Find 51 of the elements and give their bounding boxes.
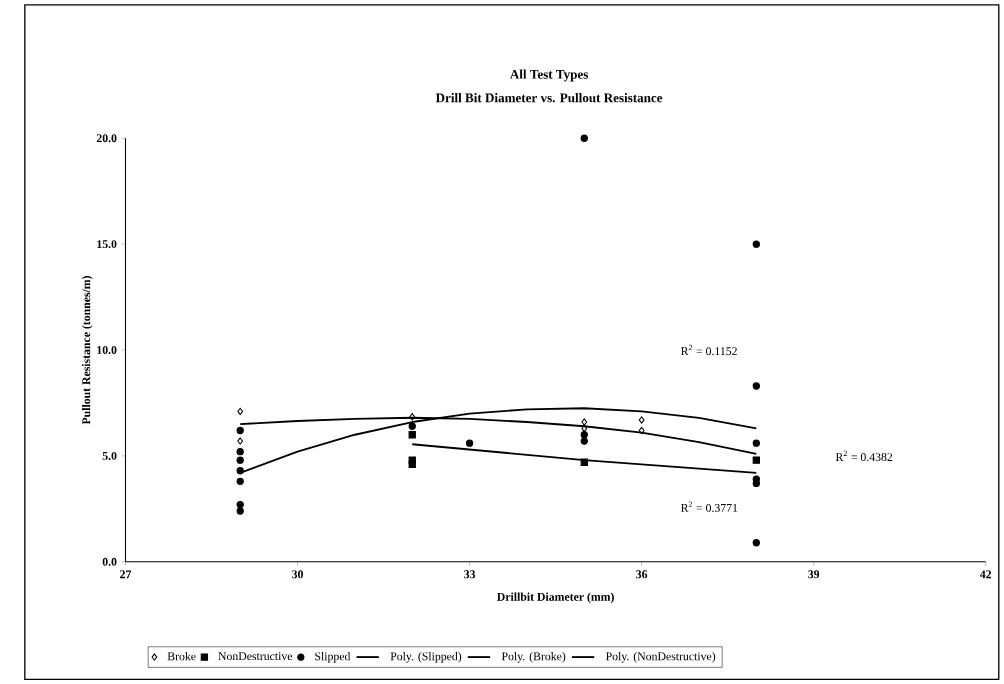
point: [236, 426, 244, 434]
point: [581, 418, 588, 426]
chart-title: All Test Types: [509, 69, 588, 82]
point: [408, 422, 416, 430]
point: [580, 430, 588, 439]
point: [580, 134, 588, 142]
point: [752, 538, 760, 547]
point: [638, 426, 645, 434]
point: [236, 466, 244, 475]
x-tick-label: 33: [464, 570, 476, 579]
point: [408, 430, 416, 439]
legend-label: Poly. (Slipped): [390, 651, 462, 663]
point: [237, 437, 244, 445]
y-tick-label: 10.0: [97, 345, 117, 354]
point: [580, 458, 588, 466]
y-tick-label: 0.0: [102, 557, 117, 566]
x-tick-label: 27: [120, 570, 132, 578]
x-axis-title: Drillbit Diameter (mm): [497, 592, 614, 603]
point: [752, 439, 760, 447]
y-axis-title: Pullout Resistance (tonnes/m): [81, 275, 93, 425]
x-tick-label: 30: [292, 570, 303, 579]
point: [465, 439, 474, 447]
point: [236, 507, 244, 515]
y-tick-label: 5.0: [102, 451, 117, 460]
point: [236, 500, 244, 509]
annotation: R$^{2}$ = 0.1152: [681, 344, 737, 356]
legend-label: NonDestructive: [218, 652, 293, 660]
point: [408, 460, 416, 468]
x-tick-label: 39: [808, 570, 820, 579]
point: [752, 240, 760, 248]
annotation: R$^{2}$ = 0.3771: [681, 501, 738, 512]
point: [236, 456, 244, 464]
y-tick-label: 20.0: [96, 134, 117, 143]
legend-label: Slipped: [315, 651, 351, 663]
legend-label: Poly. (NonDestructive): [605, 651, 716, 663]
point: [580, 437, 588, 445]
x-tick-label: 36: [636, 570, 648, 579]
y-tick-label: 15.0: [97, 239, 117, 248]
legend-label: Broke: [167, 651, 196, 661]
annotation: R$^{2}$ = 0.4382: [835, 450, 893, 461]
chart-subtitle: Drill Bit Diameter vs. Pullout Resistance: [435, 92, 663, 103]
point: [236, 477, 244, 485]
point: [236, 447, 244, 456]
point: [409, 412, 416, 421]
point: [638, 416, 645, 424]
x-tick-label: 42: [979, 570, 992, 578]
point: [752, 456, 760, 464]
legend-label: Poly. (Broke): [501, 651, 566, 663]
point: [752, 382, 760, 390]
point: [581, 424, 588, 432]
point: [237, 407, 244, 415]
